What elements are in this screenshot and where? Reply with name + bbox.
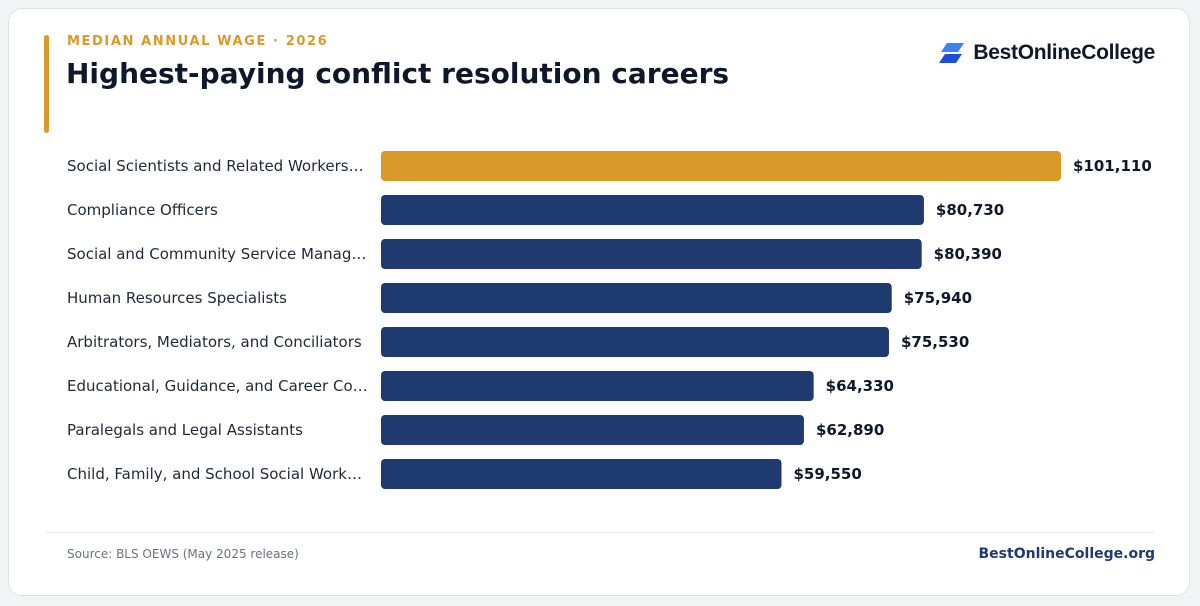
value-label: $59,550 [793,465,861,483]
value-label: $80,730 [936,201,1004,219]
value-label: $64,330 [826,377,894,395]
footer-divider [45,532,1155,533]
bar [381,415,804,445]
value-label: $75,530 [901,333,969,351]
accent-bar [44,35,49,133]
category-label: Human Resources Specialists [67,289,287,307]
bar [381,283,892,313]
brand-name: BestOnlineCollege [973,41,1155,64]
value-label: $62,890 [816,421,884,439]
bar [381,459,782,489]
bar [381,327,889,357]
bar [381,371,814,401]
footer-site-link[interactable]: BestOnlineCollege.org [978,546,1155,562]
category-label: Child, Family, and School Social Work… [67,465,362,483]
source-note: Source: BLS OEWS (May 2025 release) [67,547,299,561]
category-label: Arbitrators, Mediators, and Conciliators [67,333,362,351]
category-label: Social and Community Service Manag… [67,245,366,263]
value-label: $75,940 [904,289,972,307]
chart-title: Highest-paying conflict resolution caree… [66,57,730,90]
chart-card: MEDIAN ANNUAL WAGE · 2026 Highest-paying… [8,8,1190,596]
bar [381,239,922,269]
bar [381,195,924,225]
brand-logo: BestOnlineCollege [939,41,1155,65]
eyebrow-label: MEDIAN ANNUAL WAGE · 2026 [67,34,329,49]
value-label: $101,110 [1073,157,1152,175]
value-label: $80,390 [934,245,1002,263]
category-label: Paralegals and Legal Assistants [67,421,303,439]
category-label: Compliance Officers [67,201,218,219]
category-label: Social Scientists and Related Workers… [67,157,364,175]
bar-chart: Social Scientists and Related Workers… $1… [67,151,1152,489]
stacked-parallelogram-logo-icon [939,43,965,63]
bar [381,151,1061,181]
category-label: Educational, Guidance, and Career Co… [67,377,368,395]
